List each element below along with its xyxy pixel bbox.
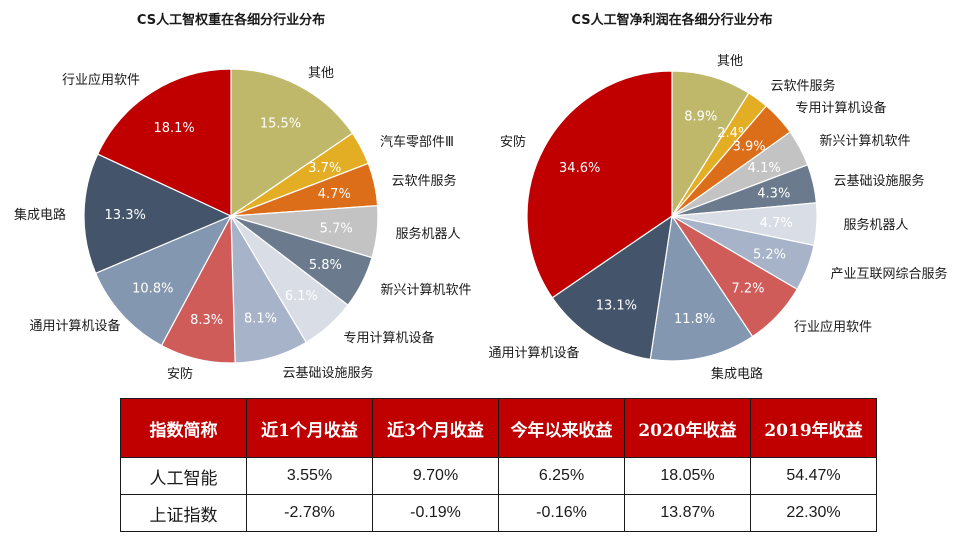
slice-value-label: 5.8% (309, 258, 342, 273)
slice-value-label: 13.3% (105, 208, 146, 223)
slice-category-label: 安防 (500, 134, 526, 150)
slice-category-label: 产业互联网综合服务 (830, 266, 947, 282)
slice-value-label: 3.7% (308, 161, 341, 176)
pie-chart-2: CS人工智净利润在各细分行业分布8.9%其他2.4%云软件服务3.9%专用计算机… (488, 12, 947, 382)
table-cell: 9.70% (372, 457, 499, 495)
pie-chart-1: CS人工智权重在各细分行业分布 15.5% 其他 3.7% 汽车零部件Ⅲ 4.7% 云软件服… (14, 12, 472, 382)
slice-value-label: 4.7% (760, 216, 793, 231)
slice-value-label: 5.7% (320, 221, 353, 236)
table-cell: -2.78% (246, 494, 373, 532)
table-cell: 54.47% (750, 457, 877, 495)
chart-title: CS人工智净利润在各细分行业分布 (571, 12, 772, 28)
header-index-name: 指数简称 (120, 398, 247, 458)
pie-slice (649, 214, 754, 362)
slice-value-label: 11.8% (674, 312, 715, 327)
table-cell: 22.30% (750, 494, 877, 532)
slice-value-label: 6.1% (285, 289, 318, 304)
slice-category-label: 行业应用软件 (794, 319, 872, 335)
pie-slice (671, 70, 750, 219)
chart-title: CS人工智权重在各细分行业分布 (137, 12, 325, 28)
table-cell: 人工智能 (120, 457, 247, 495)
pie-slice (83, 153, 233, 275)
table-cell: 上证指数 (120, 494, 247, 532)
slice-value-label: 15.5% (260, 116, 301, 131)
table-row: 上证指数 -2.78% -0.19% -0.16% 13.87% 22.30% (120, 494, 877, 532)
table-cell: 18.05% (624, 457, 751, 495)
slice-value-label: 13.1% (596, 298, 637, 313)
table-cell: -0.16% (498, 494, 625, 532)
slice-value-label: 5.2% (753, 247, 786, 262)
slice-category-label: 云基础设施服务 (282, 365, 373, 381)
slice-value-label: 3.9% (733, 140, 766, 155)
header-ytd-return: 今年以来收益 (498, 398, 625, 458)
slice-category-label: 新兴计算机软件 (819, 133, 910, 149)
table-cell: 6.25% (498, 457, 625, 495)
slice-value-label: 18.1% (153, 121, 194, 136)
slice-category-label: 集成电路 (14, 207, 66, 223)
slice-category-label: 云软件服务 (770, 78, 835, 94)
slice-category-label: 集成电路 (711, 366, 763, 382)
slice-category-label: 行业应用软件 (62, 72, 140, 88)
pie-slice (230, 68, 354, 218)
slice-category-label: 其他 (308, 66, 334, 81)
slice-category-label: 新兴计算机软件 (380, 282, 471, 298)
index-returns-table: 指数简称 近1个月收益 近3个月收益 今年以来收益 2020年收益 2019年收… (120, 398, 877, 532)
header-2019-return: 2019年收益 (750, 398, 877, 458)
slice-category-label: 云软件服务 (391, 173, 456, 189)
slice-category-label: 通用计算机设备 (488, 345, 579, 361)
slice-value-label: 34.6% (559, 161, 600, 176)
slice-value-label: 10.8% (132, 281, 173, 296)
table-header-row: 指数简称 近1个月收益 近3个月收益 今年以来收益 2020年收益 2019年收… (120, 398, 877, 458)
slice-value-label: 7.2% (731, 282, 764, 297)
slice-category-label: 专用计算机设备 (795, 100, 886, 116)
pie-slice (96, 68, 232, 217)
slice-value-label: 8.1% (244, 312, 277, 327)
slice-category-label: 服务机器人 (395, 226, 460, 242)
slice-value-label: 4.1% (748, 161, 781, 176)
slice-value-label: 4.7% (318, 187, 351, 202)
pie-slice (94, 214, 233, 347)
slice-category-label: 服务机器人 (843, 217, 908, 233)
slice-value-label: 4.3% (757, 187, 790, 202)
header-3m-return: 近3个月收益 (372, 398, 499, 458)
header-1m-return: 近1个月收益 (246, 398, 373, 458)
table-cell: 13.87% (624, 494, 751, 532)
slice-category-label: 通用计算机设备 (29, 318, 120, 334)
slice-category-label: 专用计算机设备 (343, 330, 434, 346)
slice-category-label: 安防 (167, 366, 193, 382)
table-row: 人工智能 3.55% 9.70% 6.25% 18.05% 54.47% (120, 457, 877, 495)
header-2020-return: 2020年收益 (624, 398, 751, 458)
table-cell: -0.19% (372, 494, 499, 532)
slice-category-label: 其他 (717, 54, 743, 69)
pie-slice (551, 214, 673, 361)
slice-value-label: 8.3% (190, 313, 223, 328)
table-cell: 3.55% (246, 457, 373, 495)
slice-value-label: 8.9% (684, 110, 717, 125)
pie-charts: CS人工智权重在各细分行业分布 15.5% 其他 3.7% 汽车零部件Ⅲ 4.7% 云软件服… (14, 12, 948, 382)
slice-category-label: 云基础设施服务 (833, 173, 924, 189)
pie-slice (526, 70, 673, 299)
slice-category-label: 汽车零部件Ⅲ (380, 134, 454, 150)
